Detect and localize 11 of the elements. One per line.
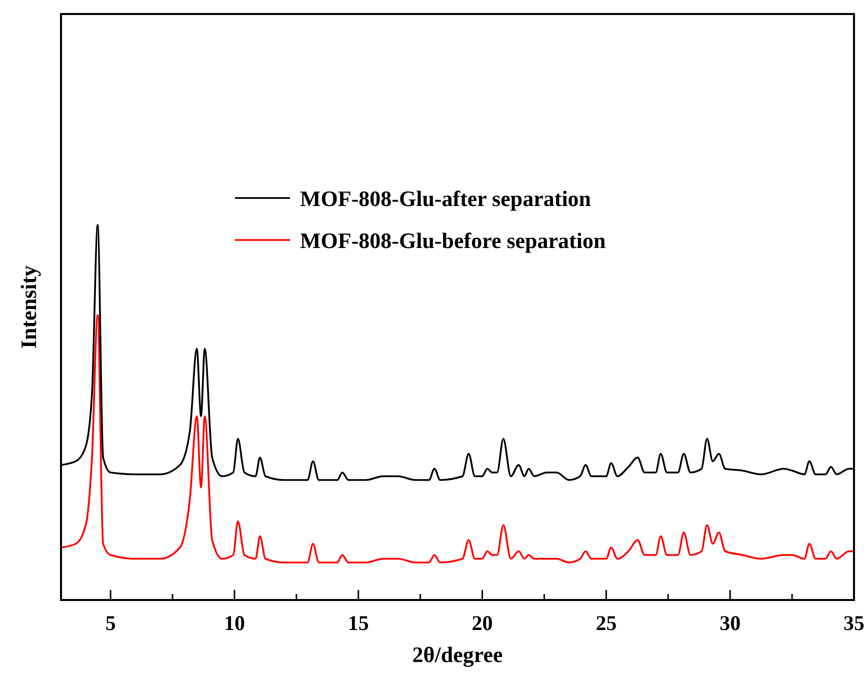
x-tick-label: 20 [472, 611, 493, 635]
legend-label: MOF-808-Glu-after separation [300, 186, 592, 211]
x-tick-label: 25 [596, 611, 617, 635]
x-tick-label: 5 [105, 611, 116, 635]
y-axis-title: Intensity [16, 265, 41, 349]
x-axis-title: 2θ/degree [412, 642, 503, 667]
x-tick-label: 15 [348, 611, 369, 635]
legend-label: MOF-808-Glu-before separation [300, 228, 606, 253]
x-tick-label: 35 [844, 611, 864, 635]
x-tick-label: 30 [720, 611, 741, 635]
x-tick-label: 10 [224, 611, 245, 635]
